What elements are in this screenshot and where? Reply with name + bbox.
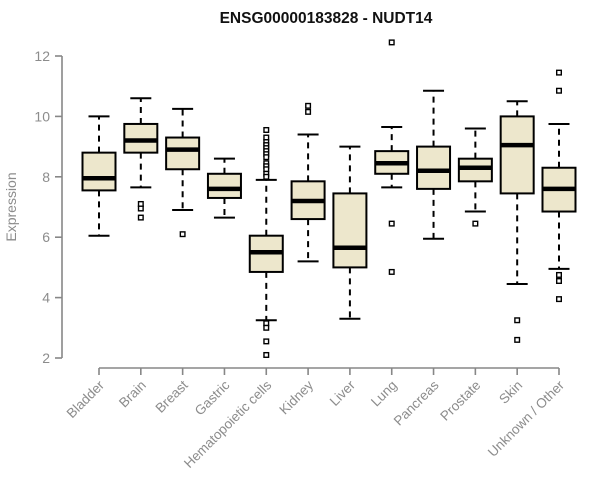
outlier-point — [555, 296, 562, 303]
boxplot-pancreas — [416, 89, 452, 240]
outlier-point — [514, 317, 521, 324]
boxplot-liver — [332, 145, 368, 320]
boxplot-prostate — [457, 127, 493, 227]
x-tick-label-pancreas: Pancreas — [391, 377, 442, 428]
outlier-point — [137, 214, 144, 221]
outlier-point — [263, 338, 270, 345]
outlier-point — [555, 87, 562, 94]
outlier-point — [555, 69, 562, 76]
outlier-point — [263, 154, 270, 161]
y-tick-label-10: 10 — [34, 108, 50, 124]
outlier-point — [555, 271, 562, 278]
y-tick-label-8: 8 — [42, 169, 50, 185]
x-tick-label-skin: Skin — [496, 378, 525, 407]
iqr-box — [206, 172, 242, 199]
outlier-point — [179, 231, 186, 238]
iqr-box — [165, 136, 201, 171]
boxplot-unknown-other — [541, 69, 577, 303]
chart-title: ENSG00000183828 - NUDT14 — [220, 10, 433, 27]
outlier-point — [263, 351, 270, 358]
boxplot-lung — [374, 39, 410, 275]
boxplot-breast — [165, 107, 201, 238]
x-tick-label-lung: Lung — [368, 378, 400, 410]
outlier-point — [263, 324, 270, 331]
x-tick-label-gastric: Gastric — [192, 377, 233, 418]
y-tick-label-4: 4 — [42, 290, 50, 306]
iqr-box — [416, 145, 452, 190]
y-axis-label: Expression — [3, 172, 19, 241]
outlier-point — [514, 336, 521, 343]
outlier-point — [388, 39, 395, 46]
outlier-point — [263, 173, 270, 180]
outlier-point — [137, 205, 144, 212]
y-tick-label-12: 12 — [34, 48, 50, 64]
x-tick-label-prostate: Prostate — [437, 378, 483, 424]
outlier-point — [305, 102, 312, 109]
iqr-box — [457, 157, 493, 183]
iqr-box — [81, 151, 117, 192]
x-tick-label-unknown-other: Unknown / Other — [485, 377, 568, 460]
iqr-box — [332, 192, 368, 269]
box-series — [81, 39, 577, 358]
iqr-box — [499, 115, 535, 195]
boxplot-bladder — [81, 115, 117, 237]
outlier-point — [388, 220, 395, 227]
outlier-point — [263, 126, 270, 133]
y-tick-label-6: 6 — [42, 229, 50, 245]
y-tick-label-2: 2 — [42, 350, 50, 366]
boxplot-kidney — [290, 102, 326, 263]
outlier-point — [388, 268, 395, 275]
outlier-point — [555, 277, 562, 284]
x-tick-label-liver: Liver — [327, 377, 359, 409]
iqr-box — [123, 122, 159, 154]
boxplot-brain — [123, 97, 159, 221]
outlier-point — [305, 108, 312, 115]
boxplot-skin — [499, 100, 535, 343]
x-tick-label-brain: Brain — [116, 378, 149, 411]
x-tick-label-kidney: Kidney — [276, 377, 316, 417]
x-tick-label-breast: Breast — [153, 377, 191, 415]
boxplot-gastric — [206, 157, 242, 219]
boxplot-hematopoietic-cells — [248, 126, 284, 358]
x-tick-label-bladder: Bladder — [64, 377, 108, 421]
outlier-point — [472, 220, 479, 227]
